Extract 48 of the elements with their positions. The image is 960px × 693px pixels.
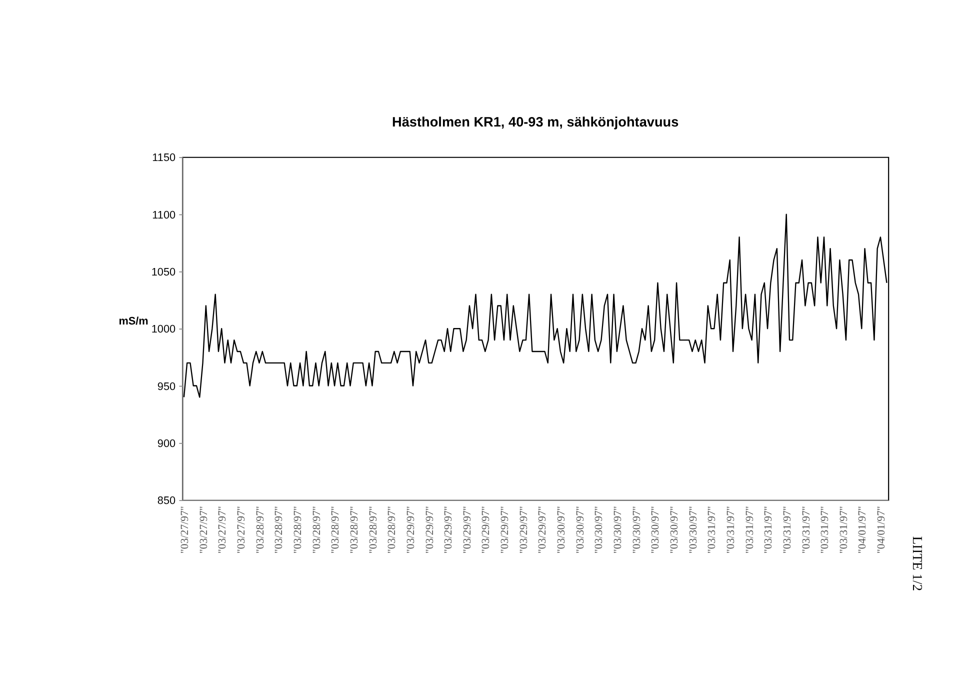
x-tick-label: "03/31/97" <box>706 506 718 554</box>
x-tick-label: "03/27/97" <box>179 506 192 554</box>
x-tick-label: "03/30/97" <box>650 506 662 554</box>
y-tick-label: 1050 <box>151 266 176 279</box>
x-tick-label: "03/28/97" <box>254 506 266 554</box>
x-tick-label: "03/29/97" <box>518 506 530 554</box>
x-tick-label: "03/31/97" <box>838 506 850 554</box>
x-tick-label: "03/27/97" <box>236 506 248 554</box>
x-tick-label: "03/28/97" <box>348 506 360 554</box>
x-tick-label: "03/31/97" <box>800 506 812 554</box>
y-axis-title: mS/m <box>118 316 148 328</box>
y-tick-label: 950 <box>157 380 176 393</box>
x-tick-label: "03/28/97" <box>367 506 380 554</box>
x-tick-label: "03/31/97" <box>744 506 756 554</box>
y-tick-label: 850 <box>157 495 176 508</box>
x-tick-label: "03/29/97" <box>461 506 474 554</box>
x-tick-label: "03/28/97" <box>310 506 323 554</box>
chart-title: Hästholmen KR1, 40-93 m, sähkönjohtavuus <box>392 114 680 130</box>
x-tick-label: "04/01/97" <box>876 506 888 554</box>
x-tick-label: "03/28/97" <box>386 506 398 554</box>
y-tick-label: 1150 <box>152 152 176 164</box>
x-tick-label: "03/29/97" <box>536 506 549 554</box>
x-tick-label: "03/31/97" <box>762 506 775 554</box>
x-tick-label: "03/30/97" <box>593 506 606 554</box>
x-tick-label: "03/29/97" <box>480 506 492 554</box>
x-tick-label: "03/30/97" <box>687 506 700 554</box>
x-tick-label: "03/30/97" <box>668 506 680 554</box>
x-tick-label: "03/29/97" <box>404 506 417 554</box>
x-tick-label: "03/30/97" <box>574 506 586 554</box>
x-tick-label: "03/30/97" <box>630 506 643 554</box>
x-tick-label: "03/31/97" <box>819 506 832 554</box>
x-tick-label: "03/27/97" <box>198 506 210 554</box>
x-tick-label: "03/31/97" <box>724 506 737 554</box>
y-tick-label: 1100 <box>152 209 176 222</box>
y-tick-label: 1000 <box>151 324 176 336</box>
y-tick-label: 900 <box>157 438 176 450</box>
x-tick-label: "03/29/97" <box>442 506 455 554</box>
x-tick-label: "03/29/97" <box>499 506 512 554</box>
x-tick-label: "03/28/97" <box>330 506 342 554</box>
text: LIITE 1/2 <box>910 536 925 592</box>
x-tick-label: "03/29/97" <box>424 506 436 554</box>
x-tick-label: "03/30/97" <box>556 506 568 554</box>
x-tick-label: "03/30/97" <box>612 506 624 554</box>
x-tick-label: "03/28/97" <box>292 506 304 554</box>
x-tick-label: "03/28/97" <box>273 506 286 554</box>
x-tick-label: "03/31/97" <box>781 506 794 554</box>
x-tick-label: "03/27/97" <box>216 506 229 554</box>
x-tick-label: "04/01/97" <box>856 506 869 554</box>
